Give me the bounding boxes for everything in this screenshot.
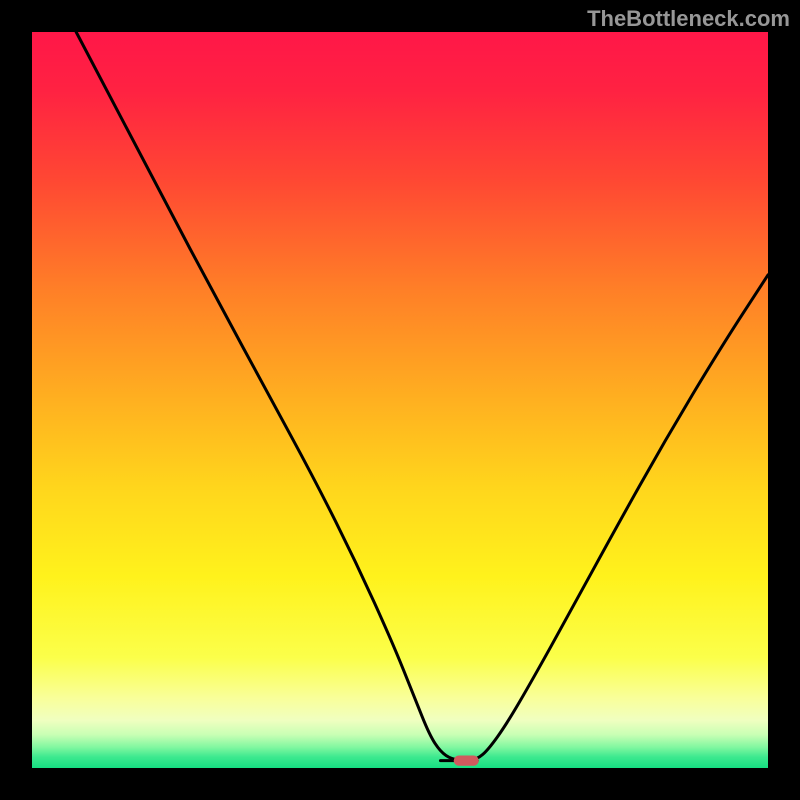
- watermark-text: TheBottleneck.com: [587, 6, 790, 32]
- chart-svg: [0, 0, 800, 800]
- chart-frame: TheBottleneck.com: [0, 0, 800, 800]
- optimal-marker: [454, 755, 479, 765]
